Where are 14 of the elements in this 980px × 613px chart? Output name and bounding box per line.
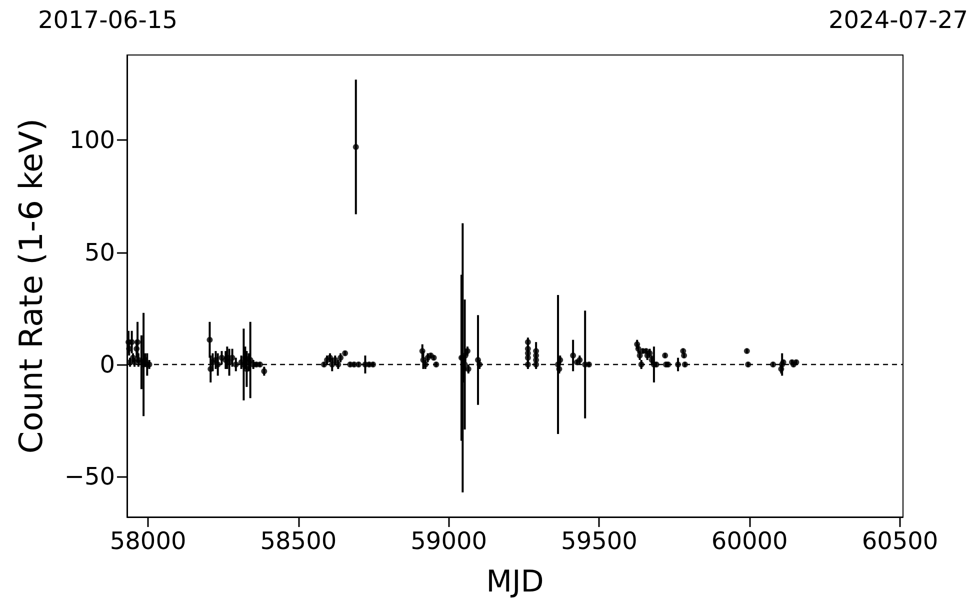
x-tick-label: 60000: [711, 527, 788, 555]
x-tick-label: 58000: [110, 527, 186, 555]
text: 2024-07-27: [828, 6, 968, 34]
y-tick-label: 50: [84, 238, 115, 266]
y-tick-label: 100: [69, 126, 115, 154]
y-tick-label: −50: [64, 462, 115, 491]
x-axis-title: MJD: [486, 564, 544, 600]
x-tick-label: 59500: [561, 527, 638, 555]
y-axis-title: Count Rate (1-6 keV): [12, 118, 50, 454]
x-tick-label: 60500: [862, 527, 938, 555]
y-tick-label: 0: [100, 350, 115, 378]
text: 2017-06-15: [38, 6, 178, 34]
x-tick-label: 58500: [260, 527, 337, 555]
x-tick-label: 59000: [410, 527, 488, 555]
